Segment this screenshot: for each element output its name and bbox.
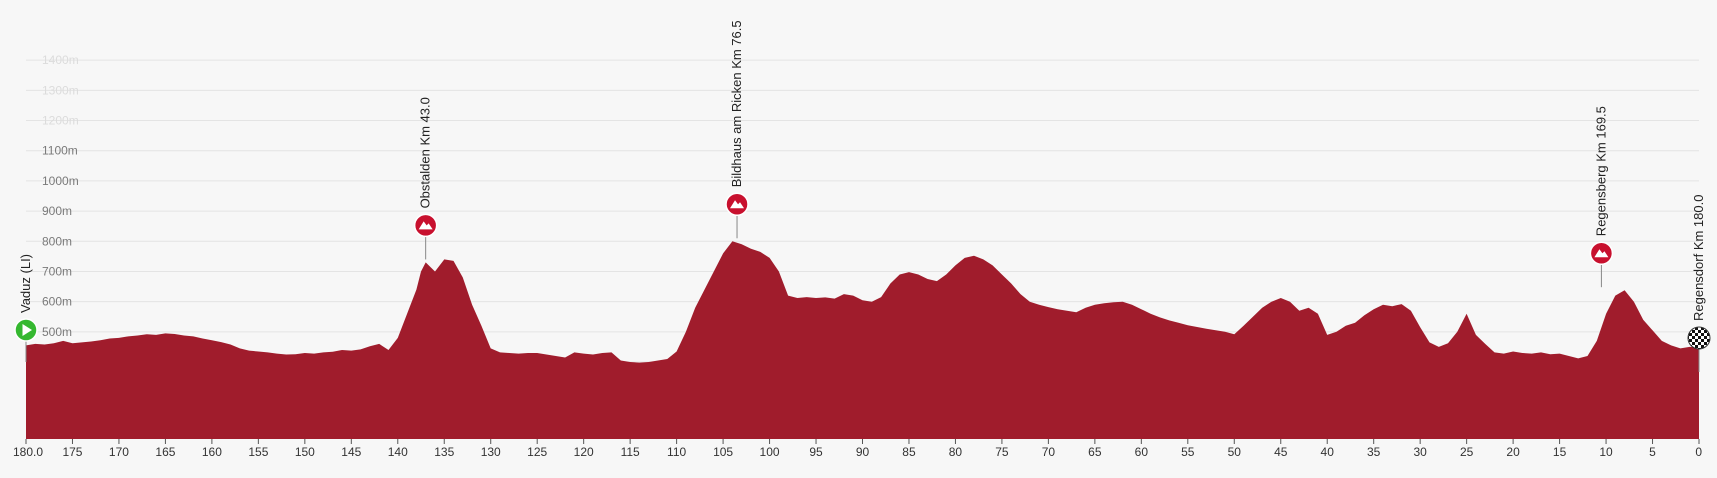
play-icon <box>22 324 32 336</box>
y-tick-label: 1300m <box>42 83 79 97</box>
x-tick-label: 180.0 <box>13 445 43 459</box>
y-tick-label: 1400m <box>42 53 79 67</box>
point-label: Vaduz (LI) <box>18 254 33 313</box>
x-tick-label: 160 <box>202 445 222 459</box>
x-tick-label: 170 <box>109 445 129 459</box>
x-tick-label: 120 <box>574 445 594 459</box>
marker-finish: Regensdorf Km 180.0 <box>1687 195 1711 372</box>
x-tick-label: 0 <box>1695 445 1702 459</box>
x-tick-label: 70 <box>1042 445 1056 459</box>
x-tick-label: 60 <box>1135 445 1149 459</box>
x-tick-label: 110 <box>667 445 686 459</box>
marker-climb: Regensberg Km 169.5 <box>1589 106 1614 288</box>
x-axis-ticks: 180.0 175 170 165 160 155 150 145 140 135 130 125 12… <box>13 439 1702 459</box>
x-tick-label: 80 <box>949 445 963 459</box>
x-tick-label: 105 <box>713 445 733 459</box>
x-tick-label: 125 <box>527 445 547 459</box>
elevation-area <box>26 241 1699 439</box>
x-tick-label: 140 <box>388 445 408 459</box>
y-tick-label: 600m <box>42 295 72 309</box>
x-tick-label: 100 <box>760 445 780 459</box>
x-tick-label: 50 <box>1228 445 1242 459</box>
y-tick-label: 900m <box>42 204 72 218</box>
x-tick-label: 5 <box>1649 445 1656 459</box>
y-tick-label: 800m <box>42 234 72 248</box>
x-tick-label: 90 <box>856 445 870 459</box>
x-tick-label: 150 <box>295 445 315 459</box>
y-tick-label: 500m <box>42 325 72 339</box>
mountain-icon <box>730 200 745 209</box>
point-label: Bildhaus am Ricken Km 76.5 <box>729 20 744 187</box>
x-tick-label: 155 <box>248 445 268 459</box>
x-tick-label: 25 <box>1460 445 1474 459</box>
marker-climb: Bildhaus am Ricken Km 76.5 <box>725 20 749 239</box>
x-tick-label: 40 <box>1321 445 1335 459</box>
x-tick-label: 135 <box>434 445 454 459</box>
x-tick-label: 55 <box>1181 445 1195 459</box>
x-tick-label: 130 <box>481 445 501 459</box>
x-tick-label: 165 <box>155 445 175 459</box>
marker-climb: Obstalden Km 43.0 <box>413 97 438 260</box>
x-tick-label: 95 <box>809 445 823 459</box>
x-tick-label: 35 <box>1367 445 1381 459</box>
x-tick-label: 15 <box>1553 445 1567 459</box>
point-label: Regensdorf Km 180.0 <box>1691 195 1706 321</box>
x-tick-label: 115 <box>621 445 640 459</box>
x-tick-label: 10 <box>1599 445 1613 459</box>
checkered-flag-icon <box>1687 326 1711 350</box>
mountain-icon <box>1594 249 1609 258</box>
elevation-series-area <box>26 241 1699 439</box>
y-tick-label: 1100m <box>42 144 78 158</box>
x-tick-label: 45 <box>1274 445 1288 459</box>
y-tick-label: 1200m <box>42 114 79 128</box>
x-tick-label: 65 <box>1088 445 1102 459</box>
x-tick-label: 175 <box>62 445 82 459</box>
point-label: Regensberg Km 169.5 <box>1593 106 1608 236</box>
point-markers: Vaduz (LI) Obstalden Km 43.0 Bildhaus am R… <box>14 20 1711 372</box>
x-tick-label: 20 <box>1506 445 1520 459</box>
y-tick-label: 1000m <box>42 174 79 188</box>
mountain-icon <box>418 221 433 230</box>
x-tick-label: 85 <box>902 445 916 459</box>
point-label: Obstalden Km 43.0 <box>418 97 433 208</box>
y-tick-label: 700m <box>42 264 72 278</box>
x-tick-label: 30 <box>1413 445 1427 459</box>
x-tick-label: 145 <box>341 445 361 459</box>
marker-start: Vaduz (LI) <box>14 254 38 362</box>
x-tick-label: 75 <box>995 445 1009 459</box>
